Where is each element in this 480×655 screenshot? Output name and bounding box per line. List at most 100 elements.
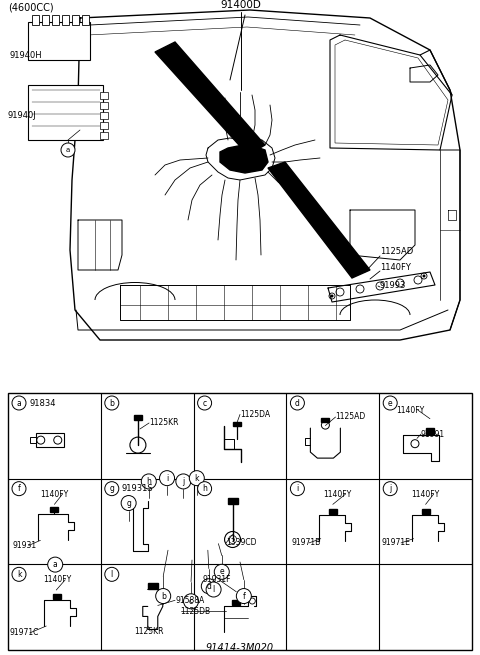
- Circle shape: [12, 567, 26, 582]
- Text: f: f: [242, 591, 245, 601]
- Bar: [36, 433, 64, 447]
- Text: g: g: [109, 484, 114, 493]
- Circle shape: [12, 396, 26, 410]
- Circle shape: [206, 582, 221, 597]
- Text: j: j: [389, 484, 391, 493]
- Text: 1125KR: 1125KR: [149, 419, 179, 428]
- Polygon shape: [148, 584, 158, 590]
- Circle shape: [176, 474, 191, 489]
- Circle shape: [141, 474, 156, 489]
- Polygon shape: [228, 498, 238, 504]
- Text: k: k: [194, 474, 199, 483]
- Circle shape: [236, 589, 252, 603]
- Polygon shape: [134, 415, 142, 420]
- Bar: [100, 92, 108, 99]
- Text: 1140FY: 1140FY: [380, 263, 411, 272]
- Circle shape: [383, 481, 397, 496]
- Text: c: c: [189, 597, 193, 606]
- Polygon shape: [232, 600, 240, 605]
- Bar: [100, 132, 108, 139]
- Text: (4600CC): (4600CC): [8, 3, 54, 13]
- Text: l: l: [111, 570, 113, 579]
- Bar: [32, 15, 39, 25]
- Bar: [82, 15, 89, 25]
- Text: b: b: [161, 591, 166, 601]
- Circle shape: [105, 481, 119, 496]
- Bar: [62, 15, 69, 25]
- Text: 91931F: 91931F: [203, 575, 231, 584]
- Text: 1125KR: 1125KR: [134, 627, 164, 635]
- Text: 91971E: 91971E: [381, 538, 410, 548]
- Bar: [42, 15, 49, 25]
- Text: 1125DB: 1125DB: [180, 607, 211, 616]
- Polygon shape: [155, 42, 265, 155]
- Circle shape: [198, 396, 212, 410]
- Text: 1140FY: 1140FY: [324, 489, 352, 498]
- Circle shape: [183, 594, 199, 608]
- Text: e: e: [388, 398, 393, 407]
- Text: 1140FY: 1140FY: [412, 489, 440, 498]
- Text: 1339CD: 1339CD: [226, 538, 257, 548]
- Text: 91834: 91834: [29, 398, 56, 407]
- Text: 91940H: 91940H: [10, 50, 43, 60]
- Text: 91588A: 91588A: [175, 596, 204, 605]
- Bar: [8, 393, 472, 650]
- Polygon shape: [220, 144, 268, 173]
- Polygon shape: [426, 428, 434, 434]
- Circle shape: [105, 396, 119, 410]
- Text: 91993: 91993: [380, 280, 407, 290]
- Text: 91940J: 91940J: [8, 111, 37, 119]
- Circle shape: [156, 589, 171, 603]
- Bar: [72, 15, 79, 25]
- Text: 91971C: 91971C: [10, 628, 39, 637]
- Text: f: f: [18, 484, 20, 493]
- Text: 91400D: 91400D: [221, 0, 262, 10]
- Circle shape: [290, 396, 304, 410]
- Text: g: g: [126, 498, 131, 508]
- Text: l: l: [213, 585, 215, 594]
- Text: a: a: [17, 398, 22, 407]
- Text: j: j: [182, 477, 184, 486]
- Text: 91414-3M020: 91414-3M020: [206, 643, 274, 653]
- Bar: [100, 102, 108, 109]
- Text: a: a: [66, 147, 70, 153]
- Text: 91931: 91931: [12, 541, 37, 550]
- Text: 91991: 91991: [421, 430, 445, 439]
- Circle shape: [48, 557, 63, 572]
- Text: b: b: [109, 398, 114, 407]
- Text: a: a: [53, 560, 58, 569]
- Polygon shape: [50, 507, 59, 512]
- Polygon shape: [53, 594, 61, 599]
- Text: k: k: [17, 570, 21, 579]
- Text: 1125AD: 1125AD: [336, 413, 366, 421]
- Text: h: h: [146, 477, 151, 486]
- Text: 91971B: 91971B: [291, 538, 320, 548]
- Circle shape: [290, 481, 304, 496]
- Circle shape: [331, 295, 334, 297]
- Circle shape: [105, 567, 119, 582]
- Bar: [52, 15, 59, 25]
- Text: d: d: [295, 398, 300, 407]
- Bar: [100, 112, 108, 119]
- Polygon shape: [329, 509, 337, 514]
- Circle shape: [12, 481, 26, 496]
- Bar: [28, 22, 90, 60]
- Circle shape: [383, 396, 397, 410]
- Text: i: i: [166, 474, 168, 483]
- Circle shape: [201, 579, 216, 593]
- Text: 1140FY: 1140FY: [396, 405, 424, 415]
- Text: d: d: [206, 582, 211, 591]
- Polygon shape: [322, 418, 329, 422]
- Circle shape: [214, 565, 229, 579]
- Text: i: i: [296, 484, 299, 493]
- Circle shape: [189, 471, 204, 485]
- Text: 1125AD: 1125AD: [380, 248, 413, 257]
- Circle shape: [121, 496, 136, 510]
- Polygon shape: [268, 162, 370, 278]
- Text: 1125DA: 1125DA: [240, 410, 270, 419]
- Polygon shape: [421, 509, 430, 514]
- Text: h: h: [202, 484, 207, 493]
- Polygon shape: [233, 422, 241, 426]
- Text: 1140FY: 1140FY: [43, 575, 72, 584]
- Circle shape: [422, 274, 425, 278]
